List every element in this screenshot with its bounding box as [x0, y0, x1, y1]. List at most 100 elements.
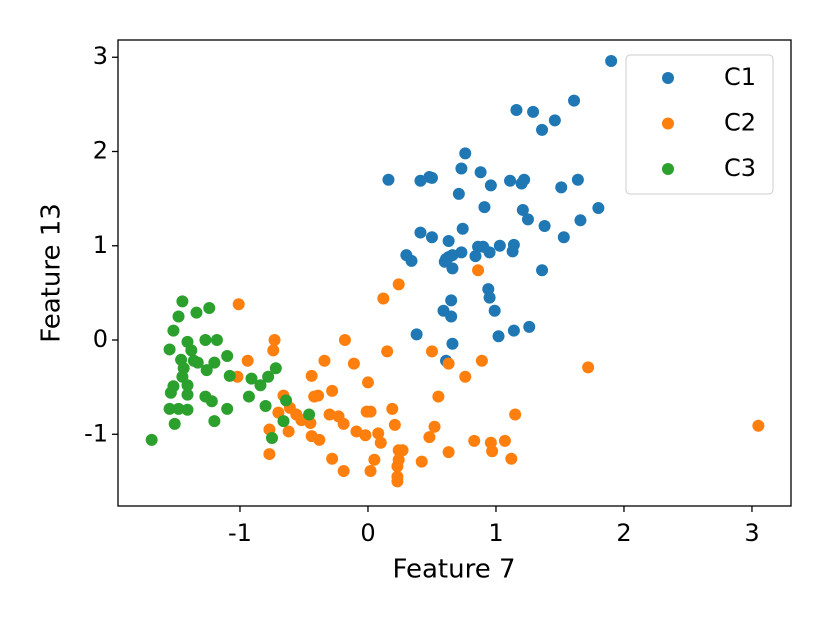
legend-label: C2	[724, 109, 756, 137]
point	[210, 334, 223, 347]
point	[199, 334, 212, 347]
point	[305, 369, 318, 382]
point	[442, 446, 455, 459]
legend-marker	[662, 163, 674, 175]
point	[347, 357, 360, 370]
point	[318, 354, 331, 367]
x-tick-label: 1	[488, 519, 503, 547]
point	[592, 202, 605, 215]
point	[267, 344, 280, 357]
point	[262, 370, 275, 383]
y-tick-label: 3	[93, 42, 108, 70]
point	[391, 475, 404, 488]
point	[414, 226, 427, 239]
point	[263, 448, 276, 461]
point	[425, 171, 438, 184]
point	[396, 444, 409, 457]
point	[483, 291, 496, 304]
point	[203, 301, 216, 314]
point	[469, 250, 482, 263]
point	[498, 434, 511, 447]
point	[571, 173, 584, 186]
x-tick-label: -1	[228, 519, 252, 547]
point	[455, 162, 468, 175]
point	[280, 394, 293, 407]
point	[364, 405, 377, 418]
point	[337, 465, 350, 478]
point	[410, 328, 423, 341]
point	[440, 252, 453, 265]
point	[474, 166, 487, 179]
legend-box	[625, 54, 774, 195]
point	[432, 390, 445, 403]
point	[172, 402, 185, 415]
x-tick-label: 2	[616, 519, 631, 547]
point	[523, 320, 536, 333]
point	[268, 334, 281, 347]
point	[391, 460, 404, 473]
point	[405, 254, 418, 267]
point	[442, 357, 455, 370]
point	[446, 337, 459, 350]
point	[208, 356, 221, 369]
point	[428, 420, 441, 433]
point	[232, 298, 245, 311]
point	[478, 201, 491, 214]
point	[504, 174, 517, 187]
point	[372, 427, 385, 440]
point	[509, 408, 522, 421]
point	[164, 386, 177, 399]
point	[303, 408, 316, 421]
point	[483, 246, 496, 259]
point	[191, 356, 204, 369]
point	[505, 452, 518, 465]
point	[377, 292, 390, 305]
point	[486, 445, 499, 458]
point	[392, 278, 405, 291]
point	[172, 310, 185, 323]
point	[605, 55, 618, 68]
point	[337, 417, 350, 430]
point	[245, 372, 258, 385]
point	[516, 203, 529, 216]
point	[456, 222, 469, 235]
x-axis-label: Feature 7	[392, 555, 515, 585]
point	[521, 213, 534, 226]
point	[568, 94, 581, 107]
point	[488, 304, 501, 317]
y-tick-label: 2	[93, 137, 108, 165]
point	[181, 403, 194, 416]
point	[425, 345, 438, 358]
point	[468, 434, 481, 447]
legend-label: C1	[724, 63, 756, 91]
point	[254, 379, 267, 392]
point	[167, 324, 180, 337]
point	[386, 402, 399, 415]
point	[414, 174, 427, 187]
point	[259, 399, 272, 412]
point	[536, 123, 549, 136]
point	[163, 402, 176, 415]
point	[326, 384, 339, 397]
point	[445, 310, 458, 323]
point	[515, 177, 528, 190]
point	[242, 390, 255, 403]
point	[359, 429, 372, 442]
point	[241, 354, 254, 367]
point	[548, 114, 561, 127]
legend-label: C3	[724, 154, 756, 182]
point	[265, 432, 278, 445]
point	[221, 350, 234, 363]
point	[382, 173, 395, 186]
point	[208, 415, 221, 428]
point	[308, 390, 321, 403]
point	[459, 147, 472, 160]
point	[445, 294, 458, 307]
legend-marker	[662, 72, 674, 84]
point	[582, 361, 595, 374]
point	[510, 104, 523, 117]
y-axis-label: Feature 13	[37, 203, 67, 343]
point	[423, 431, 436, 444]
point	[446, 262, 459, 275]
